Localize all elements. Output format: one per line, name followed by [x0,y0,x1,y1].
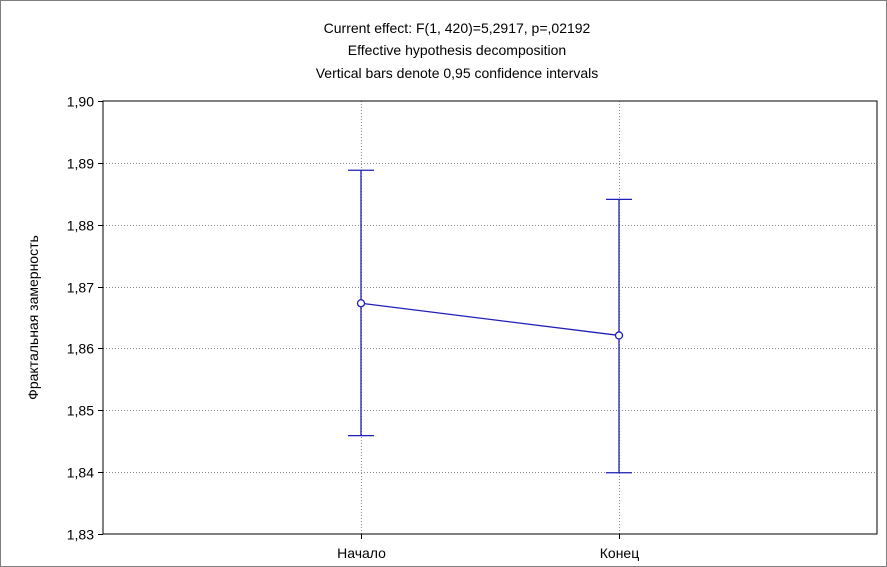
y-tick-label: 1,88 [67,218,94,234]
x-tick-label: Начало [337,545,386,561]
title-line-3: Vertical bars denote 0,95 confidence int… [316,65,599,81]
y-tick-label: 1,87 [67,280,94,296]
grid [103,101,877,534]
y-tick-label: 1,89 [67,156,94,172]
x-axis: Начало Конец [337,534,639,561]
y-tick-label: 1,85 [67,403,94,419]
chart-title: Current effect: F(1, 420)=5,2917, p=,021… [316,20,599,81]
mean-point [356,299,366,308]
y-axis-title: Фрактальная замерность [25,235,41,400]
y-axis: 1,83 1,84 1,85 1,86 1,87 1,88 1,89 1,90 [67,94,103,543]
y-tick-label: 1,83 [67,527,94,543]
title-line-2: Effective hypothesis decomposition [348,42,566,58]
y-tick-label: 1,90 [67,94,94,110]
y-tick-label: 1,86 [67,341,94,357]
series-means [348,169,632,474]
mean-line [360,302,620,337]
y-tick-label: 1,84 [67,465,94,481]
mean-point [614,331,624,340]
title-line-1: Current effect: F(1, 420)=5,2917, p=,021… [324,20,591,36]
x-tick-label: Конец [600,545,639,561]
plot-area [102,100,878,535]
